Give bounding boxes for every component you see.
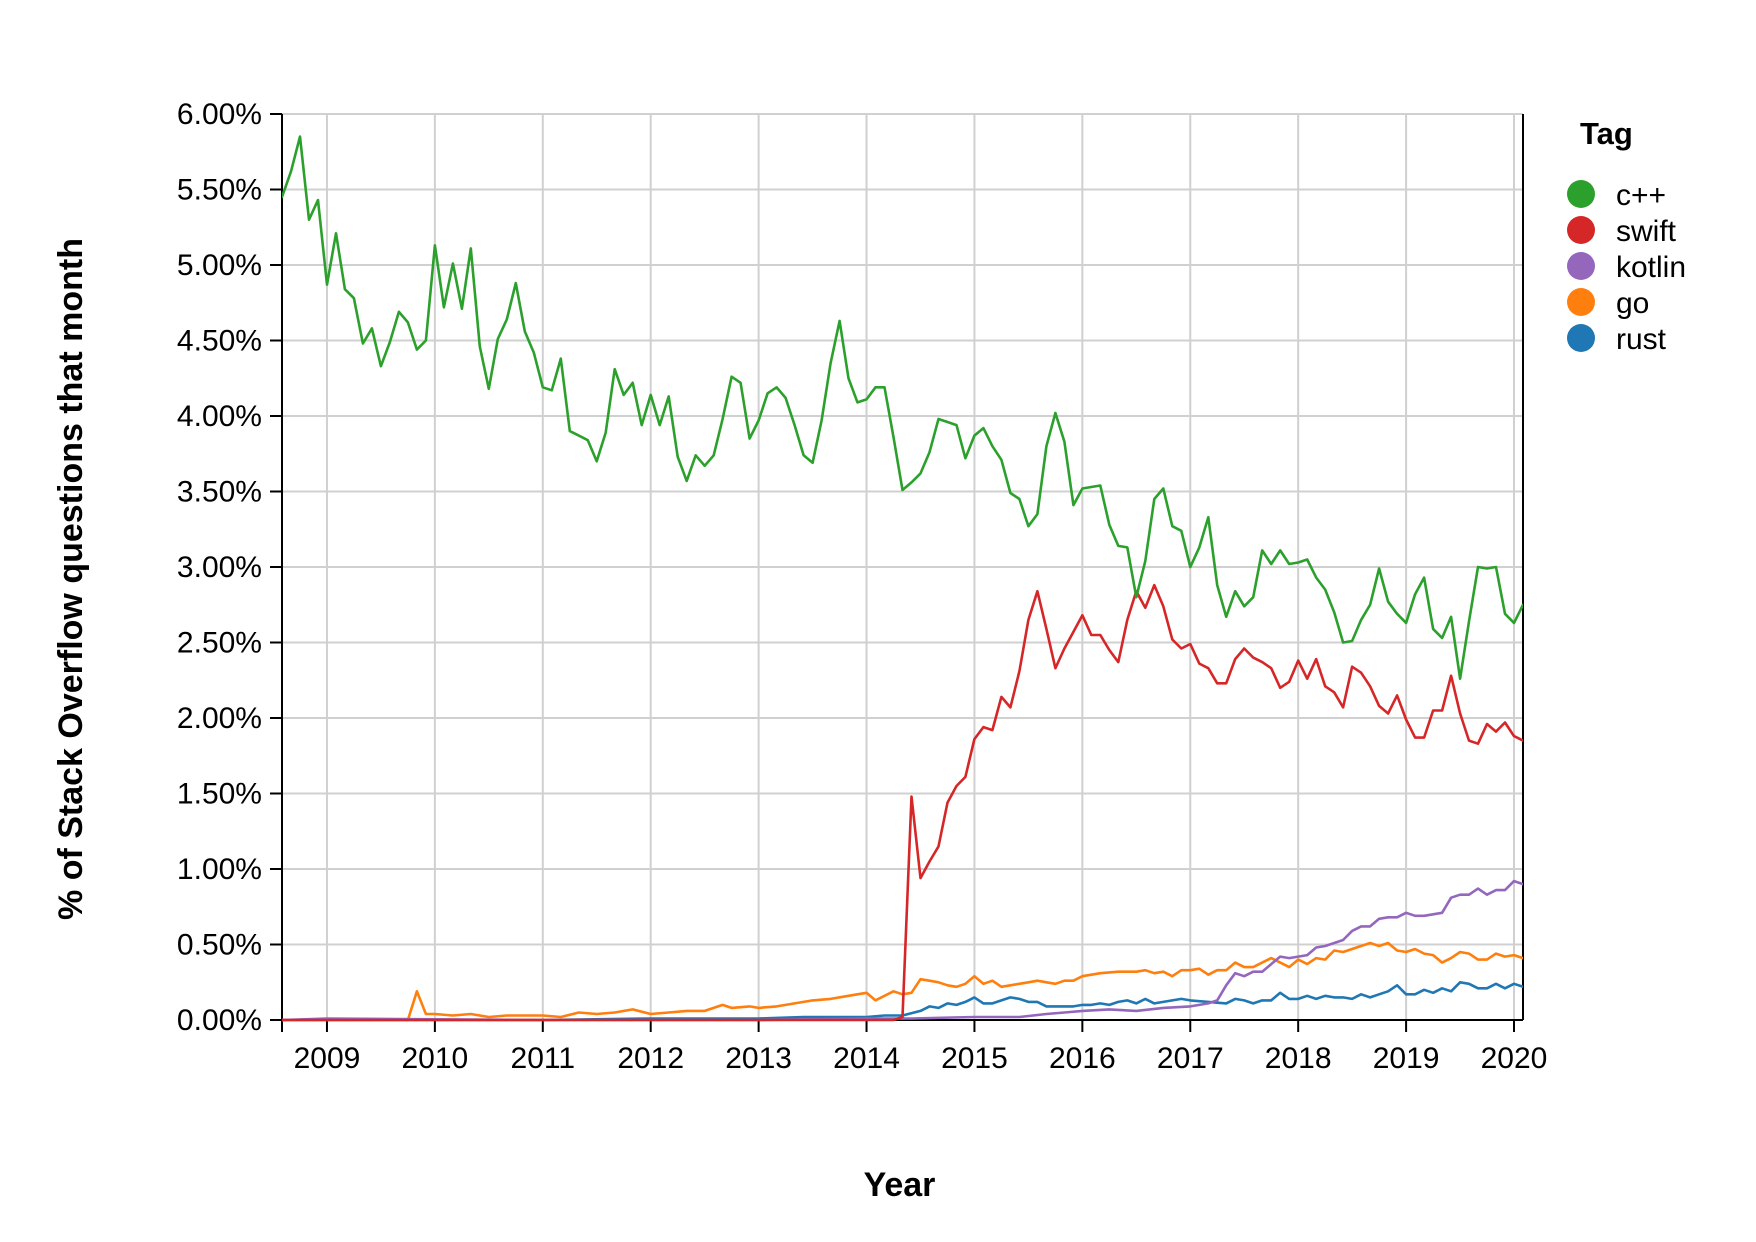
series-line-kotlin	[282, 879, 1523, 1022]
x-tick-label: 2009	[294, 1042, 361, 1075]
y-tick-label: 5.50%	[177, 174, 262, 207]
legend-label: go	[1616, 287, 1649, 320]
y-tick-label: 4.00%	[177, 400, 262, 433]
x-tick-label: 2020	[1481, 1042, 1548, 1075]
x-tick-label: 2018	[1265, 1042, 1332, 1075]
legend-label: swift	[1616, 215, 1677, 248]
legend-label: kotlin	[1616, 251, 1686, 284]
y-tick-label: 2.50%	[177, 627, 262, 660]
legend-swatch	[1567, 252, 1595, 280]
x-tick-label: 2010	[402, 1042, 469, 1075]
x-tick-label: 2016	[1049, 1042, 1116, 1075]
legend-swatch	[1567, 324, 1595, 352]
y-tick-label: 2.00%	[177, 702, 262, 735]
legend-swatch	[1567, 216, 1595, 244]
series-line-swift	[282, 583, 1523, 1022]
y-tick-label: 6.00%	[177, 98, 262, 131]
y-axis-title: % of Stack Overflow questions that month	[52, 238, 90, 920]
axes: 0.00% 0.50% 1.00% 1.50% 2.00% 2.50% 3.00% 3.50%…	[177, 98, 1547, 1075]
legend-swatch	[1567, 180, 1595, 208]
series-line-cpp	[282, 135, 1523, 680]
x-tick-label: 2012	[617, 1042, 684, 1075]
grid	[282, 113, 1523, 1021]
x-tick-label: 2013	[725, 1042, 792, 1075]
x-axis-title: Year	[864, 1166, 936, 1204]
y-tick-label: 3.50%	[177, 476, 262, 509]
y-tick-label: 0.50%	[177, 929, 262, 962]
series-line-go	[282, 941, 1523, 1022]
y-tick-label: 1.50%	[177, 778, 262, 811]
y-tick-label: 1.00%	[177, 853, 262, 886]
x-tick-label: 2014	[833, 1042, 900, 1075]
x-tick-label: 2019	[1373, 1042, 1440, 1075]
y-tick-label: 5.00%	[177, 249, 262, 282]
series-line-rust	[282, 981, 1523, 1022]
y-tick-label: 0.00%	[177, 1004, 262, 1037]
y-tick-label: 4.50%	[177, 325, 262, 358]
legend-swatch	[1567, 288, 1595, 316]
legend-label: rust	[1616, 323, 1667, 356]
x-tick-label: 2011	[511, 1042, 576, 1075]
legend-label: c++	[1616, 179, 1666, 212]
legend-title: Tag	[1580, 116, 1633, 151]
x-tick-label: 2017	[1157, 1042, 1224, 1075]
x-tick-label: 2015	[941, 1042, 1008, 1075]
series-lines	[282, 135, 1523, 1022]
y-tick-label: 3.00%	[177, 551, 262, 584]
